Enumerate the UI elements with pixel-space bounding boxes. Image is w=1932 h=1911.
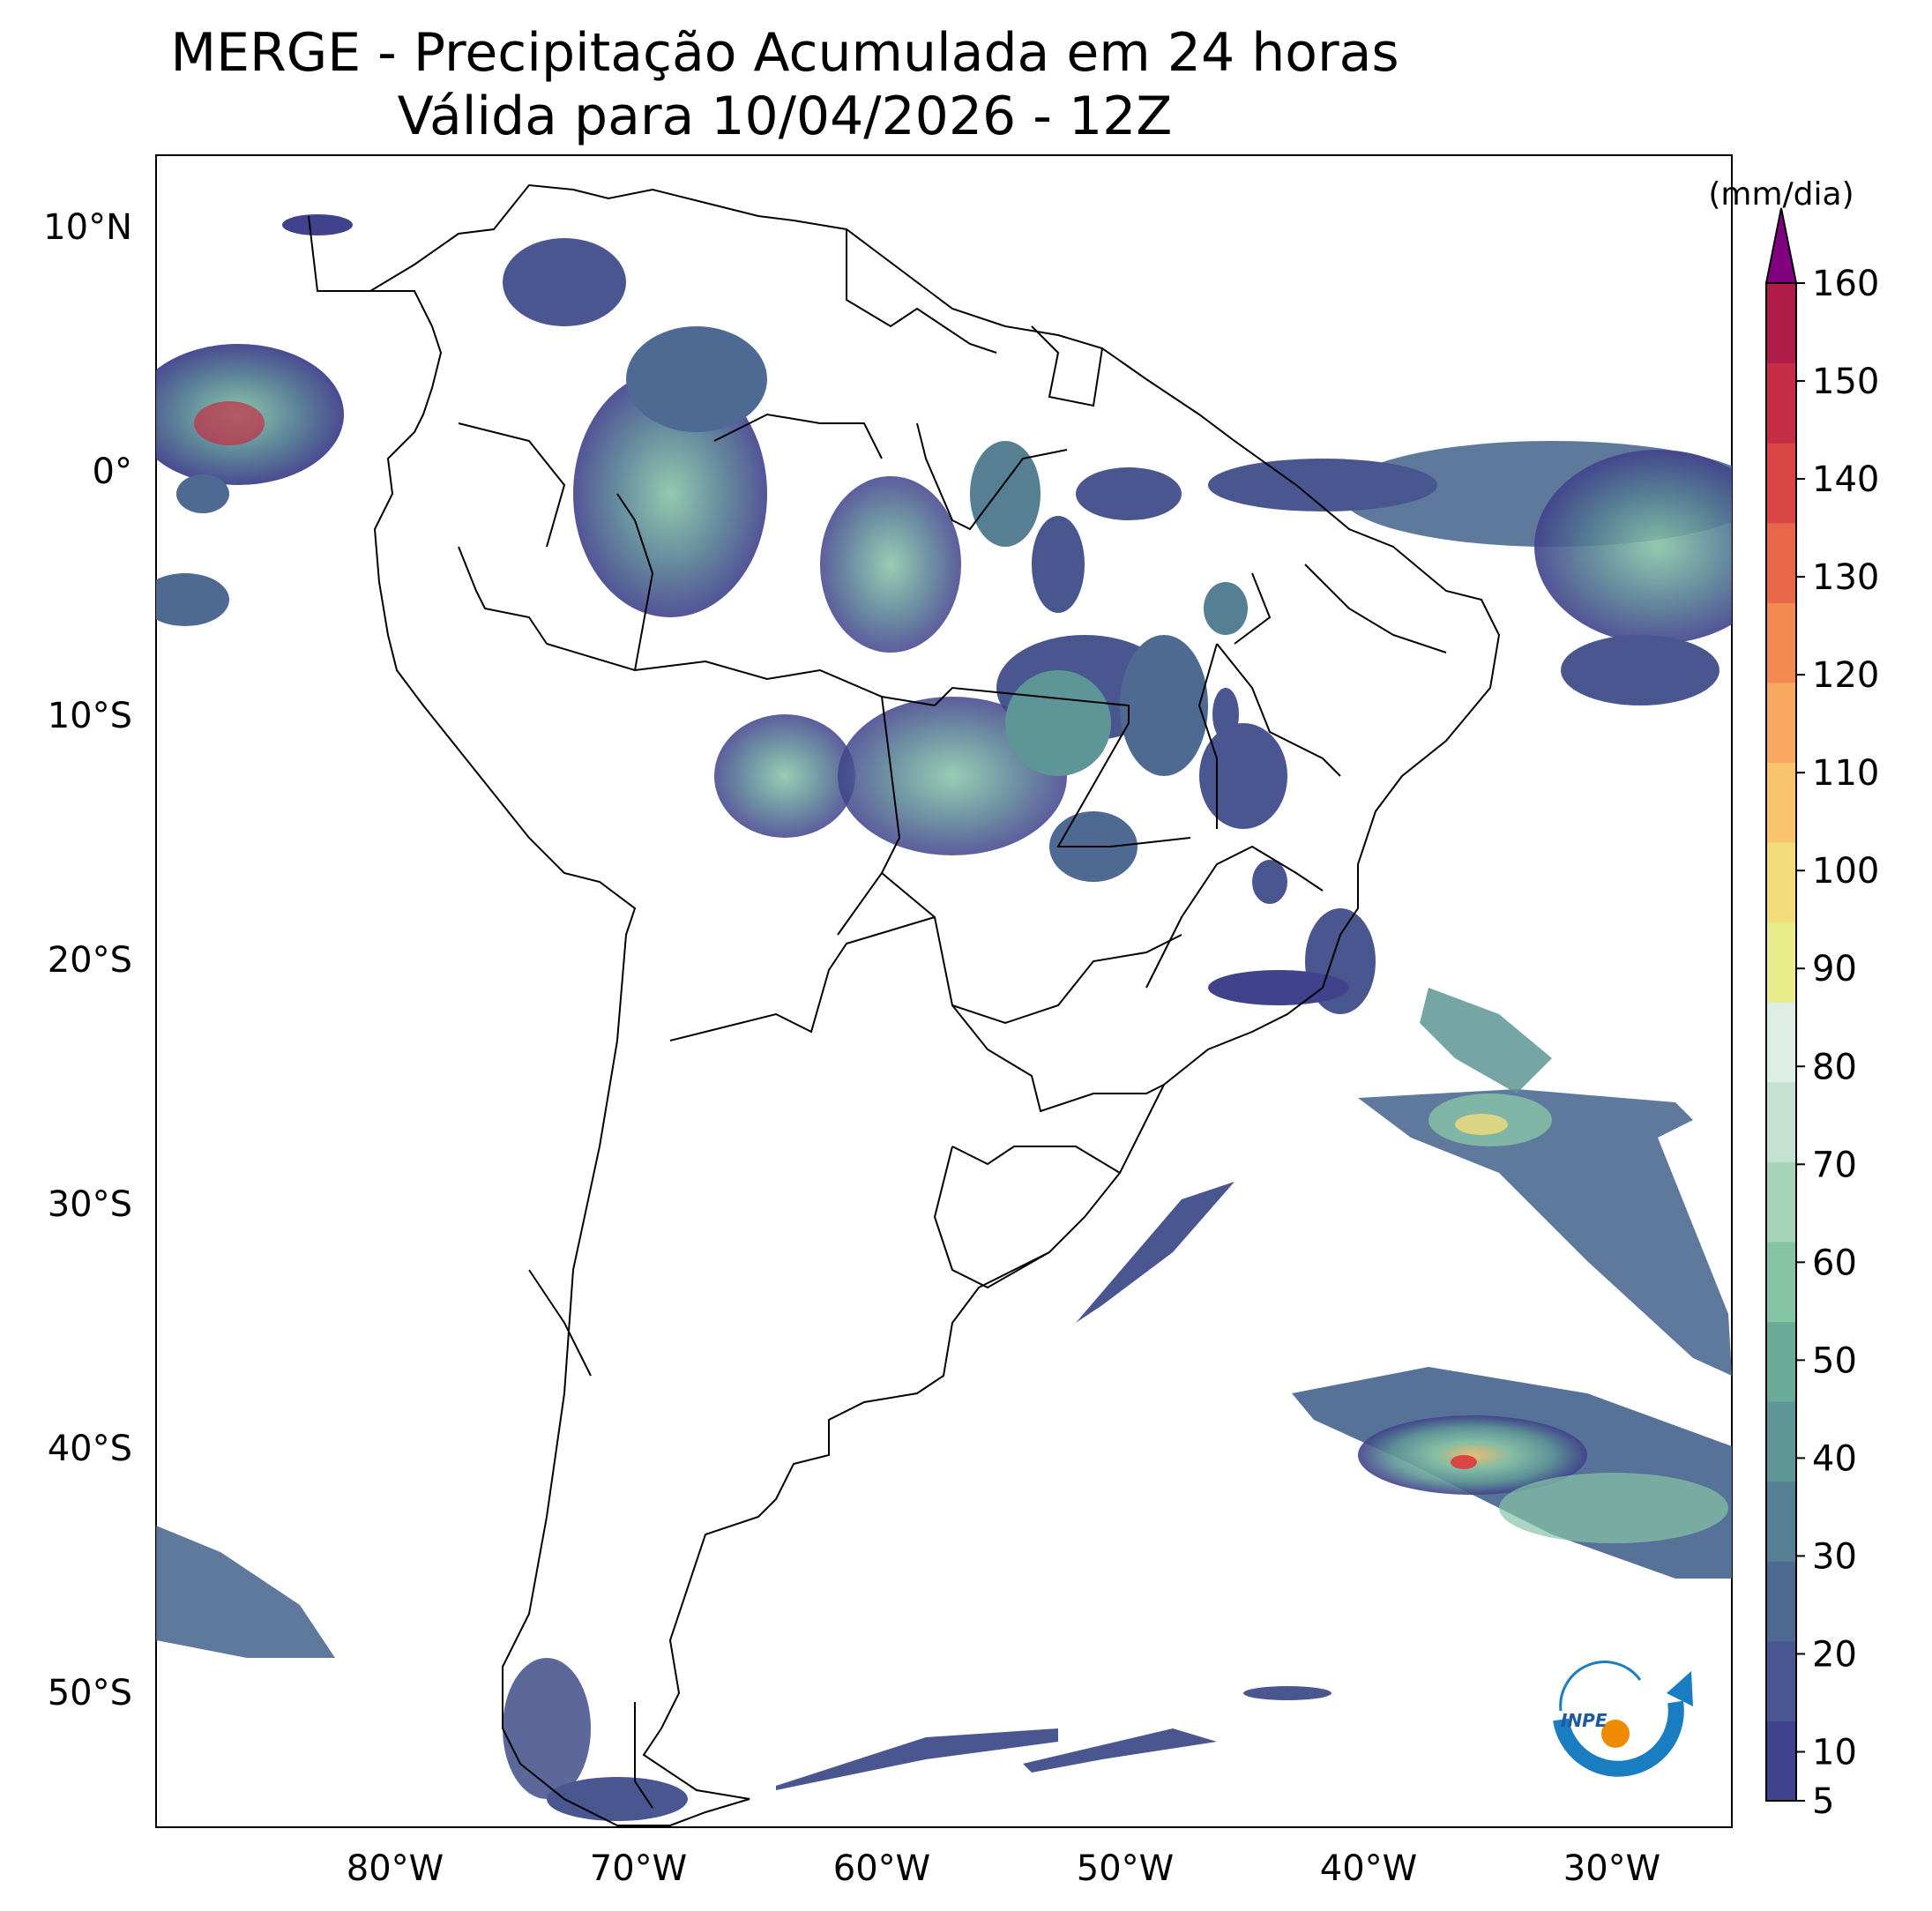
lon-label: 40°W xyxy=(1320,1848,1417,1889)
colorbar-segment xyxy=(1766,1401,1796,1482)
colorbar-tick-label: 130 xyxy=(1812,557,1879,598)
lat-label: 30°S xyxy=(48,1184,132,1225)
colorbar-tick-label: 20 xyxy=(1812,1634,1857,1675)
coastlines xyxy=(308,183,1501,1826)
colorbar-tick-label: 120 xyxy=(1812,655,1879,696)
colorbar-segment xyxy=(1766,1081,1796,1162)
map-title: MERGE - Precipitação Acumulada em 24 hor… xyxy=(170,22,1399,84)
lon-label: 80°W xyxy=(347,1848,444,1889)
colorbar-segment xyxy=(1766,602,1796,683)
lat-label: 10°S xyxy=(48,696,132,736)
inpe-logo-text: INPE xyxy=(1561,1710,1608,1731)
map-subtitle: Válida para 10/04/2026 - 12Z xyxy=(397,86,1173,147)
colorbar-tick-label: 160 xyxy=(1812,264,1879,304)
colorbar-tick-label: 60 xyxy=(1812,1243,1857,1283)
colorbar-segment xyxy=(1766,1321,1796,1402)
lat-label: 10°N xyxy=(43,207,132,248)
colorbar-segment xyxy=(1766,1241,1796,1323)
colorbar-segment xyxy=(1766,283,1796,364)
lon-label: 30°W xyxy=(1563,1848,1660,1889)
colorbar-tick-label: 100 xyxy=(1812,851,1879,892)
colorbar-tick-label: 140 xyxy=(1812,459,1879,500)
colorbar-segment xyxy=(1766,1721,1796,1802)
colorbar-tick-label: 70 xyxy=(1812,1145,1857,1185)
map-frame xyxy=(155,154,1733,1828)
colorbar-segment xyxy=(1766,1161,1796,1243)
colorbar-tick-label: 80 xyxy=(1812,1047,1857,1087)
colorbar-tick-label: 10 xyxy=(1812,1732,1857,1773)
colorbar-segment xyxy=(1766,842,1796,923)
colorbar-segment xyxy=(1766,1002,1796,1083)
lon-label: 70°W xyxy=(590,1848,687,1889)
lat-label: 20°S xyxy=(48,940,132,981)
colorbar-segment xyxy=(1766,922,1796,1003)
colorbar-segment xyxy=(1766,762,1796,843)
lat-label: 40°S xyxy=(48,1429,132,1469)
lat-label: 0° xyxy=(93,452,132,492)
colorbar-segment xyxy=(1766,362,1796,444)
colorbar-tick-label: 50 xyxy=(1812,1340,1857,1381)
colorbar-extend-arrow xyxy=(1764,207,1798,284)
colorbar: (mm/dia) 5 10 20 30 40 50 60 70 80 90 100 110 120 130… xyxy=(1708,176,1879,1822)
lat-label: 50°S xyxy=(48,1673,132,1713)
colorbar-tick-label: 150 xyxy=(1812,362,1879,402)
lon-label: 60°W xyxy=(833,1848,930,1889)
colorbar-segment xyxy=(1766,522,1796,603)
colorbar-tick-label: 5 xyxy=(1812,1781,1834,1822)
colorbar-segment xyxy=(1766,443,1796,524)
latitude-labels: 10°N 0° 10°S 20°S 30°S 40°S 50°S xyxy=(43,207,132,1713)
colorbar-unit: (mm/dia) xyxy=(1708,176,1854,213)
longitude-labels: 80°W 70°W 60°W 50°W 40°W 30°W xyxy=(347,1848,1660,1889)
colorbar-outline xyxy=(1765,282,1797,1802)
colorbar-tick-label: 90 xyxy=(1812,949,1857,989)
colorbar-segment xyxy=(1766,1481,1796,1562)
lon-label: 50°W xyxy=(1077,1848,1174,1889)
colorbar-segment xyxy=(1766,1640,1796,1721)
inpe-logo: INPE xyxy=(1553,1661,1693,1777)
colorbar-tick-label: 30 xyxy=(1812,1536,1857,1577)
colorbar-tick-label: 110 xyxy=(1812,753,1879,794)
colorbar-segment xyxy=(1766,682,1796,763)
colorbar-segment xyxy=(1766,1561,1796,1642)
colorbar-tick-label: 40 xyxy=(1812,1438,1857,1479)
